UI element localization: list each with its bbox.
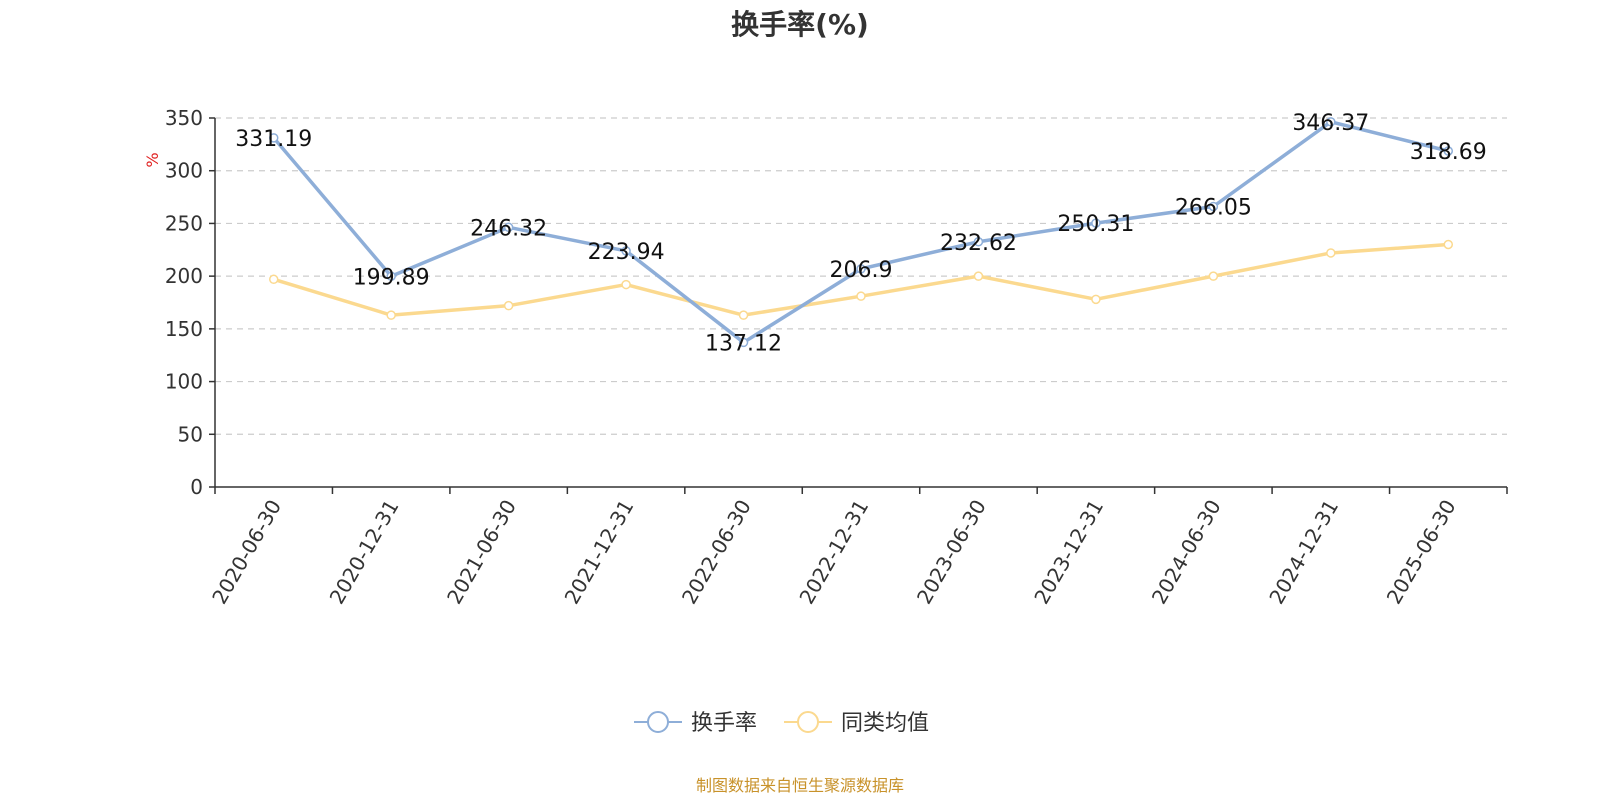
legend-marker-icon: [797, 711, 819, 733]
y-tick-label: 0: [190, 475, 203, 499]
data-label: 232.62: [940, 231, 1017, 256]
data-point: [621, 246, 631, 256]
data-label: 246.32: [470, 216, 547, 241]
data-point: [1443, 239, 1454, 250]
y-tick-label: 350: [165, 106, 203, 130]
data-point: [621, 279, 631, 290]
axes: 0 50 100 150 200 250 300 350 2020-06-30 2020-12-3…: [165, 106, 1508, 609]
data-label: 199.89: [353, 265, 430, 290]
data-source-note: 制图数据来自恒生聚源数据库: [696, 776, 904, 795]
data-point: [268, 133, 279, 143]
data-label: 206.9: [830, 258, 893, 283]
y-tick-label: 200: [165, 264, 203, 288]
data-label: 266.05: [1175, 196, 1252, 221]
data-point: [386, 271, 396, 282]
x-tick-label: 2024-12-31: [1264, 496, 1343, 609]
x-tick-label: 2024-06-30: [1147, 496, 1226, 609]
legend-label: 换手率: [691, 711, 757, 736]
series-lines: [268, 117, 1454, 348]
x-tick-label: 2022-06-30: [677, 496, 756, 609]
data-point: [1091, 294, 1101, 305]
x-tick-label: 2020-12-31: [325, 496, 404, 609]
data-point: [856, 291, 866, 301]
y-tick-label: 250: [165, 211, 203, 235]
data-point: [738, 337, 749, 348]
x-tick-label: 2021-06-30: [442, 496, 521, 609]
data-label: 318.69: [1410, 140, 1487, 165]
data-point: [386, 310, 396, 320]
data-point: [1326, 117, 1336, 127]
legend[interactable]: 换手率 同类均值: [634, 711, 929, 736]
data-label: 346.37: [1292, 111, 1369, 136]
y-tick-label: 100: [165, 370, 203, 394]
y-tick-label: 300: [165, 159, 203, 183]
data-point: [1326, 248, 1336, 258]
data-point: [973, 237, 984, 247]
data-label: 250.31: [1057, 212, 1134, 237]
data-point: [738, 310, 749, 320]
x-tick-label: 2023-12-31: [1029, 496, 1108, 609]
x-tick-label: 2021-12-31: [560, 496, 639, 609]
data-point: [856, 264, 866, 274]
data-point: [268, 274, 279, 285]
y-tick-label: 150: [165, 317, 203, 341]
data-label: 137.12: [705, 331, 782, 356]
y-axis-unit-label: %: [143, 152, 162, 167]
x-tick-label: 2020-06-30: [207, 496, 286, 609]
data-label: 223.94: [588, 240, 665, 265]
data-labels: 331.19 199.89 246.32 223.94 137.12 206.9 232.6…: [235, 111, 1487, 357]
data-point: [1443, 146, 1454, 156]
x-tick-label: 2023-06-30: [912, 496, 991, 609]
legend-marker-icon: [647, 711, 669, 733]
data-point: [973, 271, 984, 281]
x-tick-label: 2025-06-30: [1382, 496, 1461, 609]
legend-label: 同类均值: [841, 711, 929, 736]
legend-item[interactable]: 换手率: [634, 711, 757, 736]
data-point: [503, 300, 514, 311]
data-point: [503, 222, 514, 233]
x-tick-label: 2022-12-31: [794, 496, 873, 609]
data-point: [1208, 271, 1219, 281]
data-label: 331.19: [235, 127, 312, 152]
legend-item[interactable]: 同类均值: [784, 711, 929, 736]
y-tick-label: 50: [178, 422, 203, 446]
data-point: [1091, 218, 1101, 228]
data-point: [1208, 201, 1219, 212]
chart-title: 换手率(%): [731, 8, 869, 41]
